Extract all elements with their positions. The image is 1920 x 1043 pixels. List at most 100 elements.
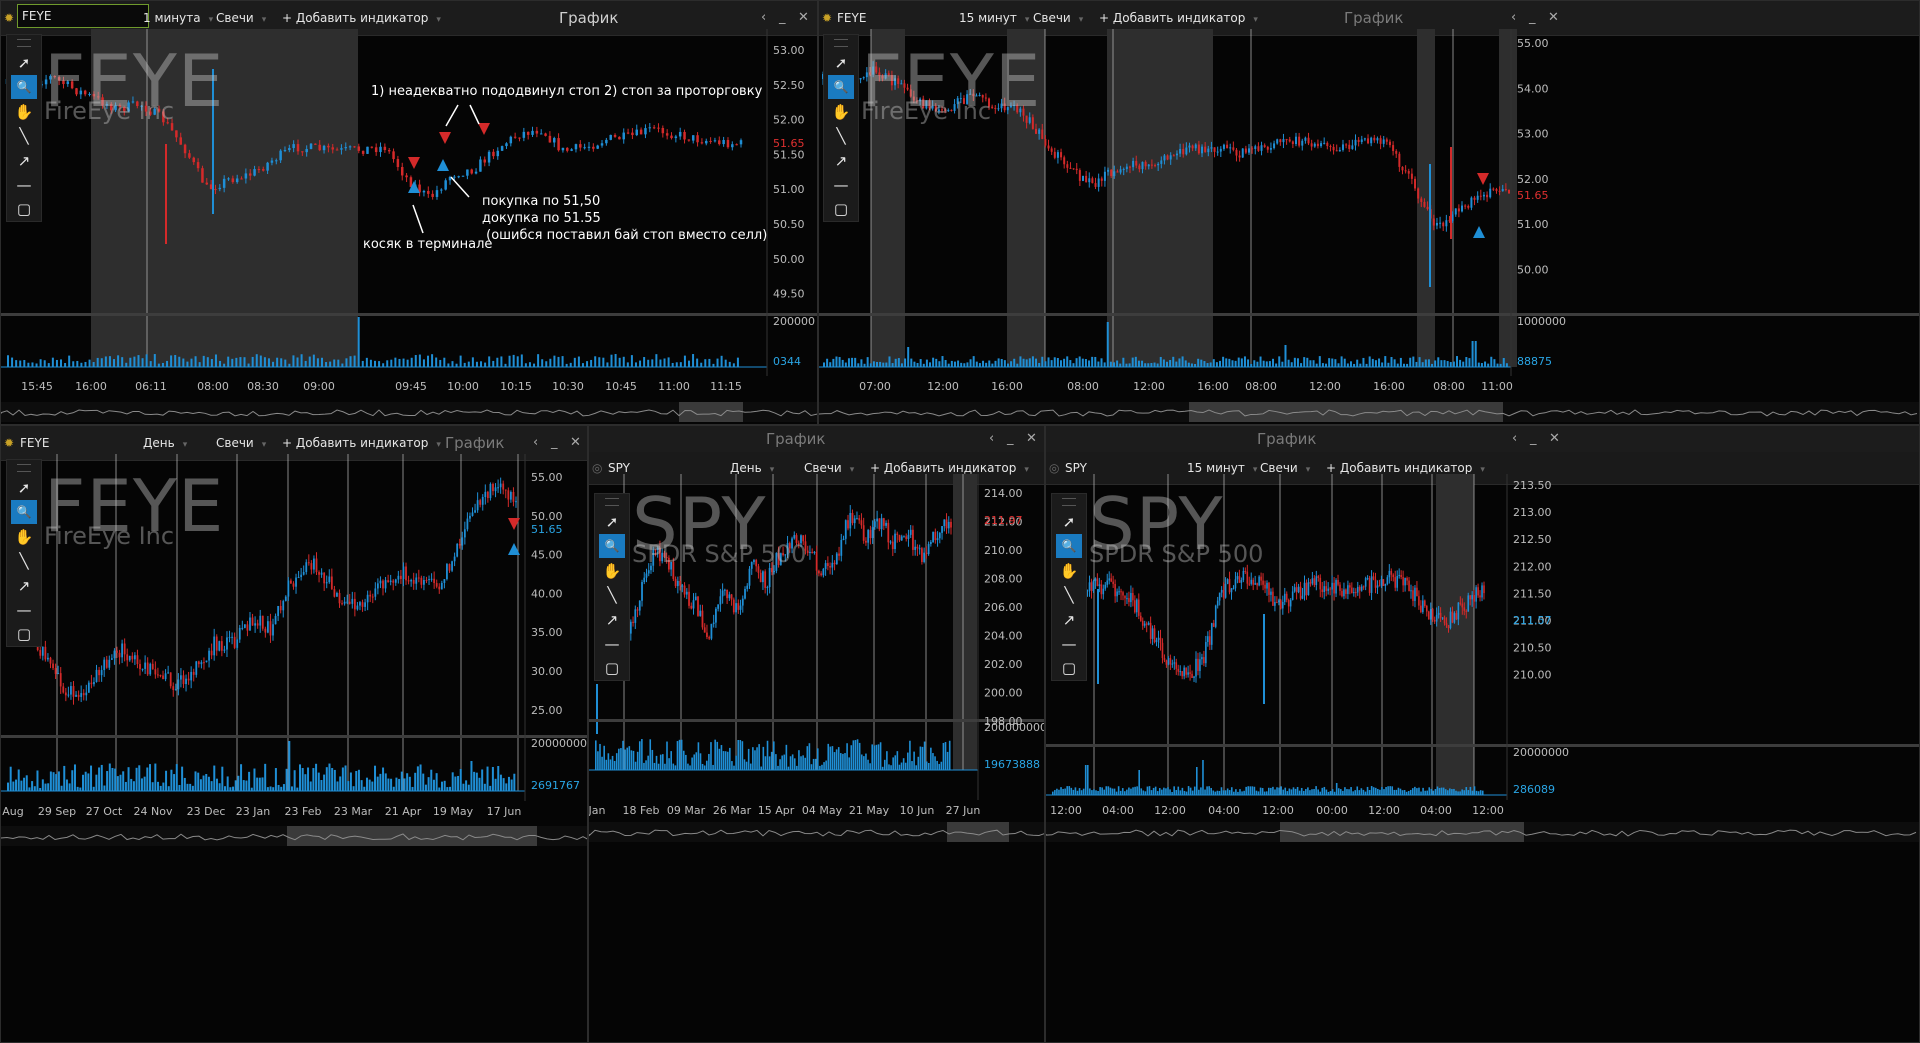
candle-body [884,73,887,79]
arrow-icon[interactable]: ↗ [605,610,619,629]
interval-select[interactable]: 15 минут ▾ [959,8,1029,28]
arrow-icon[interactable]: ↗ [1062,610,1076,629]
annotation-terminal: косяк в терминале [363,237,493,252]
hand-icon[interactable]: ✋ [602,561,622,580]
symbol-input[interactable]: FEYE [17,4,149,28]
line-icon[interactable]: ╲ [19,127,29,146]
style-select[interactable]: Свечи ▾ [804,458,854,478]
add-indicator-button[interactable]: + Добавить индикатор ▾ [870,458,1029,478]
cursor-icon[interactable]: ➚ [17,54,31,72]
price-chart[interactable]: 214.00212.00210.00208.00206.00204.00202.… [589,474,1045,1043]
interval-select[interactable]: День ▾ [143,433,187,453]
symbol-input[interactable]: SPY [1065,461,1087,475]
rect-icon[interactable]: ▢ [16,625,32,644]
interval-select[interactable]: 1 минута ▾ [143,8,213,28]
hline-icon[interactable]: — [833,176,849,194]
price-chart[interactable]: 55.0050.0045.0040.0035.0030.0025.0051.65… [1,454,588,1043]
settings-icon[interactable]: ✹ [4,11,15,25]
rect-icon[interactable]: ▢ [1061,659,1077,678]
interval-select[interactable]: 15 минут ▾ [1187,458,1257,478]
hline-icon[interactable]: — [1061,635,1077,653]
arrow-icon[interactable]: ↗ [17,151,31,170]
toolbar-grip[interactable] [834,39,848,47]
toolbar-grip[interactable] [17,39,31,47]
line-icon[interactable]: ╲ [1064,586,1074,605]
volume-bar [125,362,128,367]
line-icon[interactable]: ╲ [19,552,29,571]
add-indicator-button[interactable]: + Добавить индикатор ▾ [282,8,441,28]
add-indicator-button[interactable]: + Добавить индикатор ▾ [1099,8,1258,28]
settings-icon[interactable]: ✹ [4,436,15,450]
minimize-icon[interactable]: _ [779,10,786,25]
arrow-icon[interactable]: ↗ [834,151,848,170]
volume-bar [36,770,39,791]
candle-body [922,98,925,109]
symbol-input[interactable]: FEYE [837,11,867,25]
rect-icon[interactable]: ▢ [16,200,32,219]
zoom-icon[interactable]: 🔍 [11,500,37,525]
hand-icon[interactable]: ✋ [14,102,34,121]
chevron-left-icon[interactable]: ‹ [533,435,539,450]
chevron-left-icon[interactable]: ‹ [1511,10,1517,25]
price-chart[interactable]: 213.50213.00212.50212.00211.50211.00210.… [1046,474,1920,1043]
zoom-icon[interactable]: 🔍 [1056,534,1082,559]
settings-icon[interactable]: ◎ [592,461,603,475]
price-chart[interactable]: 53.0052.5052.0051.5051.0050.5050.0049.50… [1,29,818,425]
style-select[interactable]: Свечи ▾ [216,433,266,453]
minimize-icon[interactable]: _ [1529,10,1536,25]
toolbar-grip[interactable] [1062,498,1076,506]
close-icon[interactable]: ✕ [1548,10,1559,25]
drawing-toolbar: ➚ 🔍 ✋ ╲ ↗ — ▢ [594,493,630,681]
minimize-icon[interactable]: _ [1530,431,1537,446]
style-select[interactable]: Свечи ▾ [1033,8,1083,28]
minimize-icon[interactable]: _ [1007,431,1014,446]
candle-body [1426,206,1429,210]
settings-icon[interactable]: ◎ [1049,461,1060,475]
candle-body [340,148,343,150]
add-indicator-button[interactable]: + Добавить индикатор ▾ [282,433,441,453]
zoom-icon[interactable]: 🔍 [11,75,37,100]
chevron-left-icon[interactable]: ‹ [989,431,995,446]
line-icon[interactable]: ╲ [836,127,846,146]
chevron-left-icon[interactable]: ‹ [1512,431,1518,446]
rect-icon[interactable]: ▢ [604,659,620,678]
cursor-icon[interactable]: ➚ [1062,513,1076,531]
style-select[interactable]: Свечи ▾ [1260,458,1310,478]
close-icon[interactable]: ✕ [798,10,809,25]
add-indicator-button[interactable]: + Добавить индикатор ▾ [1326,458,1485,478]
close-icon[interactable]: ✕ [1549,431,1560,446]
price-chart[interactable]: 55.0054.0053.0052.0051.0050.0051.6510000… [819,29,1920,425]
hline-icon[interactable]: — [16,601,32,619]
symbol-input[interactable]: SPY [608,461,630,475]
arrow-icon[interactable]: ↗ [17,576,31,595]
close-icon[interactable]: ✕ [1026,431,1037,446]
hline-icon[interactable]: — [16,176,32,194]
line-icon[interactable]: ╲ [607,586,617,605]
style-select[interactable]: Свечи ▾ [216,8,266,28]
candle-body [54,668,57,674]
cursor-icon[interactable]: ➚ [17,479,31,497]
toolbar-grip[interactable] [17,464,31,472]
zoom-icon[interactable]: 🔍 [599,534,625,559]
close-icon[interactable]: ✕ [570,435,581,450]
cursor-icon[interactable]: ➚ [834,54,848,72]
symbol-input[interactable]: FEYE [20,436,50,450]
volume-bar [1010,361,1013,367]
minimize-icon[interactable]: _ [551,435,558,450]
toolbar-grip[interactable] [605,498,619,506]
volume-bar [76,360,79,367]
zoom-icon[interactable]: 🔍 [828,75,854,100]
volume-bar [1444,789,1447,795]
hline-icon[interactable]: — [604,635,620,653]
volume-bar [890,765,892,770]
interval-select[interactable]: День ▾ [730,458,774,478]
hand-icon[interactable]: ✋ [14,527,34,546]
hand-icon[interactable]: ✋ [1059,561,1079,580]
rect-icon[interactable]: ▢ [833,200,849,219]
chevron-left-icon[interactable]: ‹ [761,10,767,25]
volume-bar [1374,360,1377,367]
settings-icon[interactable]: ✹ [822,11,833,25]
hand-icon[interactable]: ✋ [831,102,851,121]
candle-body [1222,144,1225,149]
cursor-icon[interactable]: ➚ [605,513,619,531]
